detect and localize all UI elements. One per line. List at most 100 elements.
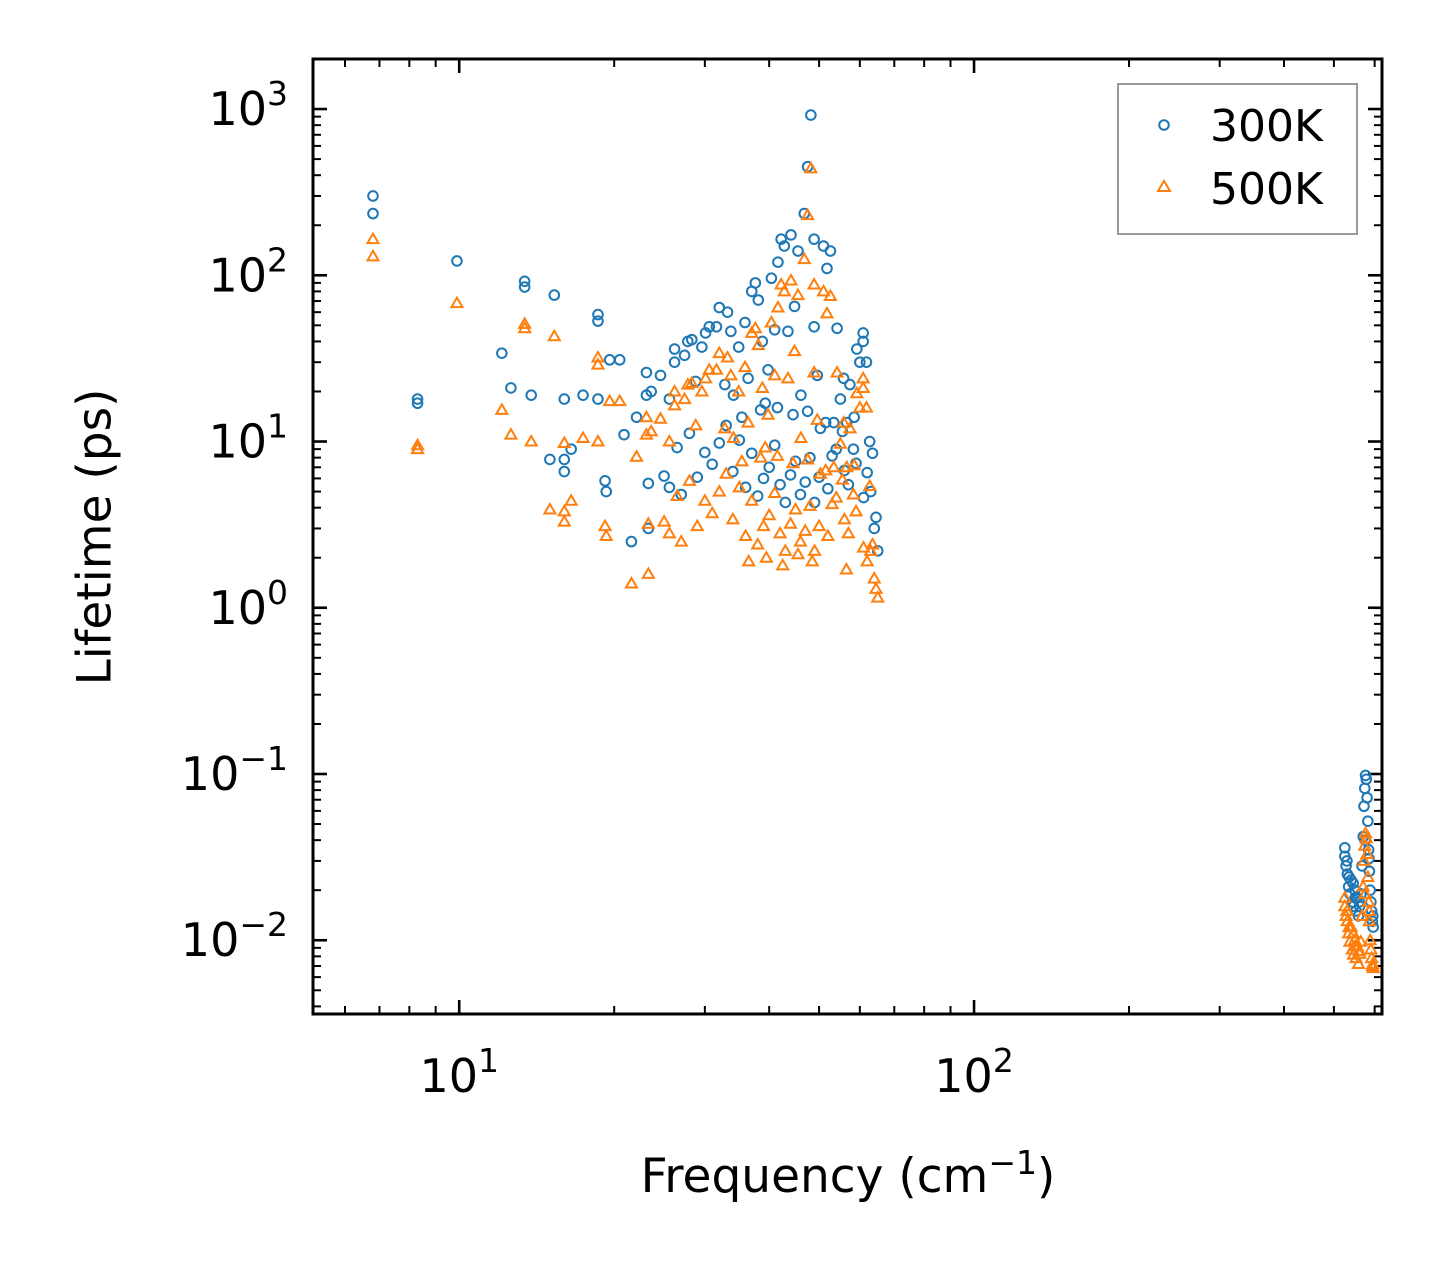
point-300k — [775, 233, 787, 245]
point-300k — [768, 439, 781, 452]
point-300k — [678, 349, 691, 362]
y-tick-label-exponent: −2 — [239, 905, 288, 944]
point-500k — [823, 288, 838, 302]
point-500k — [790, 287, 806, 301]
point-300k — [733, 434, 746, 446]
point-300k — [699, 446, 711, 459]
point-300k — [663, 481, 676, 494]
point-500k — [410, 441, 425, 455]
point-500k — [839, 561, 854, 575]
point-300k — [763, 461, 775, 474]
point-300k — [837, 372, 850, 385]
point-300k — [805, 109, 817, 121]
point-300k — [411, 393, 424, 405]
point-300k — [599, 475, 611, 487]
point-500k — [826, 459, 842, 473]
point-300k — [1360, 773, 1373, 786]
point-300k — [625, 535, 638, 548]
point-500k — [788, 502, 803, 515]
point-300k — [801, 405, 814, 418]
x-axis-label-sup: −1 — [988, 1143, 1037, 1182]
point-300k — [713, 437, 726, 449]
point-300k — [787, 408, 799, 421]
legend-marker-500k — [1156, 179, 1172, 192]
data-points — [365, 109, 1381, 974]
point-300k — [866, 447, 879, 460]
point-300k — [861, 466, 873, 479]
x-axis-label: Frequency (cm−1) — [641, 1143, 1056, 1204]
x-tick-label-exponent: 2 — [993, 1041, 1014, 1080]
x-axis-label-close: ) — [1037, 1149, 1055, 1204]
point-300k — [752, 294, 765, 306]
point-500k — [759, 550, 774, 563]
point-500k — [557, 514, 572, 527]
point-300k — [640, 366, 653, 379]
point-300k — [754, 404, 767, 416]
legend: 300K 500K — [1117, 83, 1358, 235]
point-500k — [748, 320, 763, 334]
point-500k — [835, 472, 850, 485]
point-300k — [1347, 877, 1359, 890]
y-tick-label: 103 — [208, 74, 288, 136]
point-300k — [749, 277, 762, 289]
point-300k — [696, 341, 708, 353]
point-300k — [505, 382, 517, 394]
point-300k — [757, 472, 770, 485]
point-300k — [691, 471, 704, 484]
point-300k — [721, 306, 734, 318]
point-500k — [1347, 938, 1363, 952]
point-500k — [1345, 925, 1361, 939]
point-300k — [808, 233, 820, 245]
point-300k — [851, 343, 863, 355]
point-500k — [859, 553, 875, 567]
y-tick-label-base: 10 — [208, 415, 267, 469]
point-500k — [523, 434, 539, 447]
point-300k — [1341, 855, 1353, 867]
point-300k — [826, 450, 838, 462]
point-500k — [517, 320, 532, 334]
point-500k — [778, 543, 793, 556]
point-500k — [449, 295, 465, 309]
point-500k — [602, 393, 617, 407]
point-500k — [734, 453, 750, 467]
point-300k — [592, 393, 604, 405]
point-300k — [736, 411, 748, 424]
point-300k — [1361, 791, 1373, 804]
point-500k — [750, 537, 765, 550]
point-300k — [577, 389, 589, 401]
point-500k — [829, 365, 845, 378]
point-500k — [865, 537, 880, 550]
point-300k — [496, 347, 508, 359]
point-500k — [741, 553, 756, 567]
point-500k — [1360, 869, 1376, 883]
point-500k — [787, 343, 802, 357]
point-300k — [451, 255, 463, 267]
point-300k — [703, 320, 716, 333]
point-500k — [783, 516, 798, 529]
point-500k — [517, 316, 532, 329]
point-300k — [518, 281, 531, 293]
point-500k — [723, 367, 739, 381]
point-300k — [600, 485, 613, 498]
y-tick-label: 10−1 — [181, 739, 288, 801]
point-300k — [558, 393, 571, 405]
point-300k — [819, 416, 832, 429]
point-500k — [547, 328, 562, 342]
point-500k — [1353, 934, 1369, 947]
point-500k — [810, 412, 825, 425]
point-300k — [630, 411, 643, 424]
point-300k — [768, 323, 781, 336]
point-500k — [680, 377, 696, 390]
point-500k — [802, 498, 818, 511]
y-tick-label: 100 — [208, 573, 288, 635]
point-500k — [855, 380, 871, 393]
point-300k — [592, 315, 604, 327]
point-500k — [1351, 956, 1366, 969]
point-500k — [805, 553, 820, 567]
point-500k — [494, 402, 510, 415]
point-500k — [870, 590, 885, 603]
point-500k — [624, 575, 639, 589]
series-500k — [365, 160, 1381, 974]
point-500k — [365, 231, 381, 245]
